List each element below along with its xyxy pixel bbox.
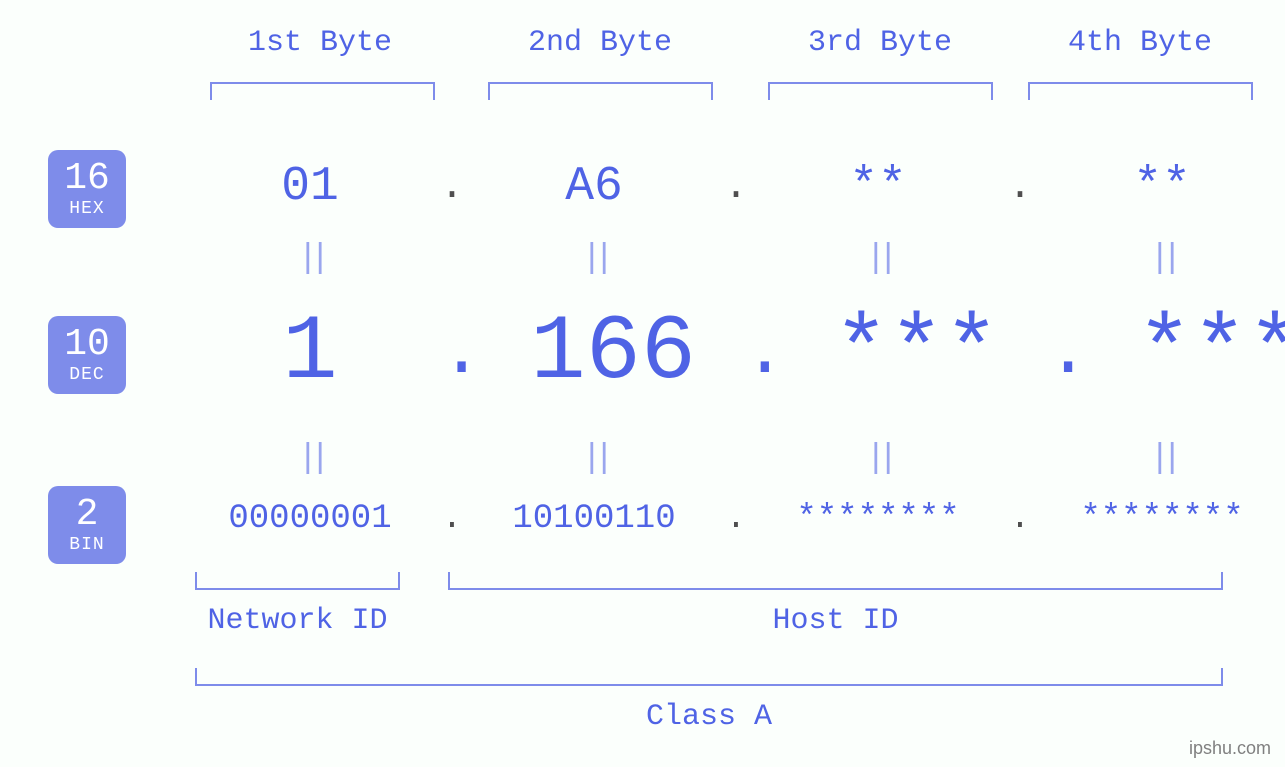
bin-dot-1: . <box>440 500 464 538</box>
dec-dot-1: . <box>440 312 483 394</box>
byte-header-4: 4th Byte <box>1010 26 1270 60</box>
hex-byte-4: ** <box>1032 160 1285 214</box>
byte-header-2: 2nd Byte <box>470 26 730 60</box>
bracket-host-id <box>448 572 1223 590</box>
dec-byte-3: *** <box>786 300 1046 405</box>
bracket-network-id <box>195 572 400 590</box>
dec-byte-4: *** <box>1090 300 1285 405</box>
dec-dot-3: . <box>1046 312 1089 394</box>
bracket-top-1 <box>210 82 435 100</box>
bracket-top-4 <box>1028 82 1253 100</box>
eq-row-dec-bin: || || || || <box>180 440 1245 478</box>
bracket-top-3 <box>768 82 993 100</box>
bracket-class <box>195 668 1223 686</box>
row-dec: 1 . 166 . *** . *** <box>180 300 1245 405</box>
base-lbl-bin: BIN <box>69 536 104 556</box>
bin-dot-2: . <box>724 500 748 538</box>
byte-header-1: 1st Byte <box>190 26 450 60</box>
base-num-dec: 10 <box>64 324 110 366</box>
eq-2: || <box>464 240 724 278</box>
row-bin: 00000001 . 10100110 . ******** . *******… <box>180 500 1245 538</box>
bin-dot-3: . <box>1008 500 1032 538</box>
base-badge-bin: 2 BIN <box>48 486 126 564</box>
base-badge-hex: 16 HEX <box>48 150 126 228</box>
hex-byte-3: ** <box>748 160 1008 214</box>
bin-byte-3: ******** <box>748 500 1008 538</box>
base-num-hex: 16 <box>64 158 110 200</box>
dec-byte-2: 166 <box>483 300 743 405</box>
label-network-id: Network ID <box>195 604 400 638</box>
eq-row-hex-dec: || || || || <box>180 240 1245 278</box>
label-host-id: Host ID <box>448 604 1223 638</box>
base-lbl-dec: DEC <box>69 366 104 386</box>
hex-byte-1: 01 <box>180 160 440 214</box>
base-lbl-hex: HEX <box>69 200 104 220</box>
ip-diagram: 1st Byte 2nd Byte 3rd Byte 4th Byte 16 H… <box>0 0 1285 767</box>
bin-byte-1: 00000001 <box>180 500 440 538</box>
hex-dot-3: . <box>1008 165 1032 210</box>
eq-3: || <box>748 240 1008 278</box>
bin-byte-2: 10100110 <box>464 500 724 538</box>
byte-header-3: 3rd Byte <box>750 26 1010 60</box>
hex-dot-1: . <box>440 165 464 210</box>
eq-6: || <box>464 440 724 478</box>
watermark: ipshu.com <box>1189 738 1271 759</box>
eq-4: || <box>1032 240 1285 278</box>
hex-byte-2: A6 <box>464 160 724 214</box>
eq-8: || <box>1032 440 1285 478</box>
hex-dot-2: . <box>724 165 748 210</box>
base-badge-dec: 10 DEC <box>48 316 126 394</box>
dec-byte-1: 1 <box>180 300 440 405</box>
label-class: Class A <box>195 700 1223 734</box>
dec-dot-2: . <box>743 312 786 394</box>
base-num-bin: 2 <box>76 494 99 536</box>
bracket-top-2 <box>488 82 713 100</box>
row-hex: 01 . A6 . ** . ** <box>180 160 1245 214</box>
bin-byte-4: ******** <box>1032 500 1285 538</box>
eq-5: || <box>180 440 440 478</box>
eq-1: || <box>180 240 440 278</box>
eq-7: || <box>748 440 1008 478</box>
